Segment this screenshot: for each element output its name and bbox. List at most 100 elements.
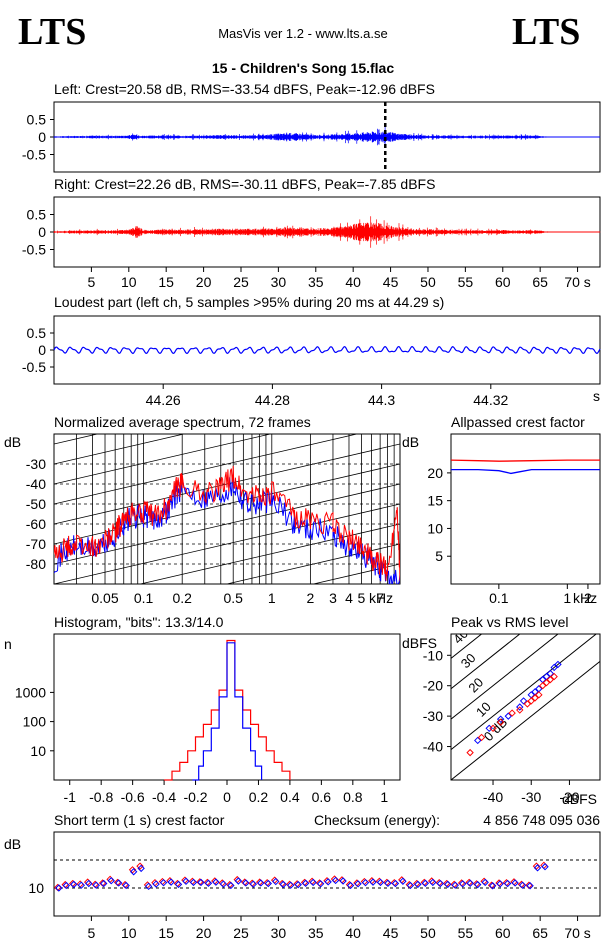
short-term-point [272, 877, 280, 886]
spectrum-xtick-label: 7 [376, 590, 384, 606]
spectrum-xtick-label: 2 [306, 590, 314, 606]
histogram-xtick-label: -0.6 [121, 789, 145, 805]
checksum-value: 4 856 748 095 036 [483, 812, 600, 828]
spectrum-slope-line [54, 434, 273, 485]
short-term-point [77, 881, 86, 889]
short-term-xtick-label: 60 [495, 925, 511, 941]
spectrum-slope-line [54, 324, 400, 404]
time-xtick-label: 35 [308, 274, 324, 290]
spectrum-xtick-label: 3 [329, 590, 337, 606]
allpassed-xtick-label: 2 [584, 590, 592, 606]
spectrum-slope-line [54, 483, 400, 565]
spectrum-xtick-label: 0.1 [134, 590, 154, 606]
time-xtick-label: 55 [458, 274, 474, 290]
time-xtick-label: 20 [196, 274, 212, 290]
histogram-ytick-label: 1000 [15, 684, 46, 700]
short-term-point [227, 881, 235, 890]
short-term-point [234, 877, 243, 885]
spectrum-frame [53, 433, 401, 585]
left-ytick-label: -0.5 [22, 147, 46, 163]
short-term-point [429, 878, 437, 887]
spectrum-xtick-label: 5 [358, 590, 366, 606]
loudest-ytick-label: -0.5 [22, 359, 46, 375]
short-term-point [76, 880, 84, 888]
left-waveform-title: Left: Crest=20.58 dB, RMS=-33.54 dBFS, P… [54, 81, 435, 97]
time-xtick-label: 10 [121, 274, 137, 290]
short-term-point [375, 877, 384, 885]
short-term-point [211, 877, 219, 885]
short-term-xtick-label: 35 [308, 925, 324, 941]
short-term-point [114, 879, 123, 887]
short-term-point [279, 880, 287, 889]
short-term-point [466, 879, 474, 887]
short-term-point [219, 880, 228, 888]
short-term-point [204, 879, 213, 887]
short-term-point [92, 881, 100, 889]
histogram-xtick-label: 0.4 [280, 789, 300, 805]
track-title: 15 - Children's Song 15.flac [212, 60, 394, 76]
short-term-point [406, 881, 415, 890]
peak-rms-point [474, 736, 482, 745]
short-term-point [55, 884, 63, 892]
peak-rms-point [550, 672, 558, 681]
short-term-point [144, 882, 153, 891]
peak-rms-ytick-label: -40 [423, 739, 443, 755]
short-term-point [212, 878, 220, 886]
loudest-xtick-label: 44.28 [255, 392, 290, 408]
histogram-xtick-label: -0.8 [89, 789, 113, 805]
peak-rms-point [550, 663, 558, 672]
short-term-xtick-label: 10 [121, 925, 137, 941]
right-ytick-label: 0.5 [27, 207, 47, 223]
short-term-point [294, 880, 302, 889]
peak-rms-point [516, 706, 524, 714]
peak-rms-diagonal-label: 10 [473, 699, 494, 720]
peak-rms-point [519, 697, 528, 705]
time-xtick-label: 40 [345, 274, 361, 290]
short-term-point [488, 882, 497, 890]
spectrum-ytick-label: -40 [26, 476, 46, 492]
short-term-point [436, 879, 445, 888]
allpassed-crest-title: Allpassed crest factor [451, 414, 585, 430]
peak-rms-point [496, 718, 505, 726]
allpassed-ytick-label: 5 [435, 548, 443, 564]
allpassed-ytick-label: 10 [427, 520, 443, 536]
spectrum-ytick-label: -70 [26, 536, 46, 552]
short-term-point [444, 880, 452, 889]
short-term-point [480, 877, 488, 885]
short-term-point [287, 881, 295, 889]
peak-rms-point [535, 691, 543, 699]
short-term-crest-title: Short term (1 s) crest factor [54, 812, 225, 828]
short-term-point [518, 881, 527, 889]
short-term-point [158, 877, 167, 886]
short-term-ytick-label: 10 [28, 880, 44, 896]
short-term-point [414, 880, 422, 889]
spectrum-xtick-label: 0.5 [223, 590, 243, 606]
short-term-point [167, 878, 175, 886]
loudest-part-title: Loudest part (left ch, 5 samples >95% du… [54, 294, 444, 310]
peak-rms-point [542, 678, 551, 687]
short-term-point [182, 877, 190, 885]
spectrum-ytick-label: -50 [26, 496, 46, 512]
allpassed-ylabel: dB [402, 434, 419, 450]
short-term-point [264, 879, 272, 888]
spectrum-xlabel: kHz [369, 590, 393, 606]
short-term-xtick-label: 55 [458, 925, 474, 941]
short-term-point [152, 880, 160, 888]
spectrum-xtick-label: 0.05 [91, 590, 118, 606]
short-term-xtick-label: 70 s [564, 925, 590, 941]
short-term-point [188, 877, 197, 885]
peak-rms-diagonal [451, 660, 600, 780]
histogram-xtick-label: -0.4 [152, 789, 176, 805]
peak-rms-ytick-label: -20 [423, 678, 443, 694]
peak-rms-point [466, 748, 474, 757]
peak-rms-xtick-label: -40 [483, 789, 503, 805]
allpassed-series-1 [451, 468, 600, 475]
spectrum-slope-line [54, 434, 100, 445]
loudest-xtick-label: 44.32 [473, 392, 508, 408]
peak-rms-point [527, 697, 535, 705]
short-term-xtick-label: 25 [233, 925, 249, 941]
peak-rms-ytick-label: -10 [423, 647, 443, 663]
short-term-xtick-label: 5 [87, 925, 95, 941]
spectrum-ytick-label: -30 [26, 456, 46, 472]
short-term-point [361, 878, 370, 887]
